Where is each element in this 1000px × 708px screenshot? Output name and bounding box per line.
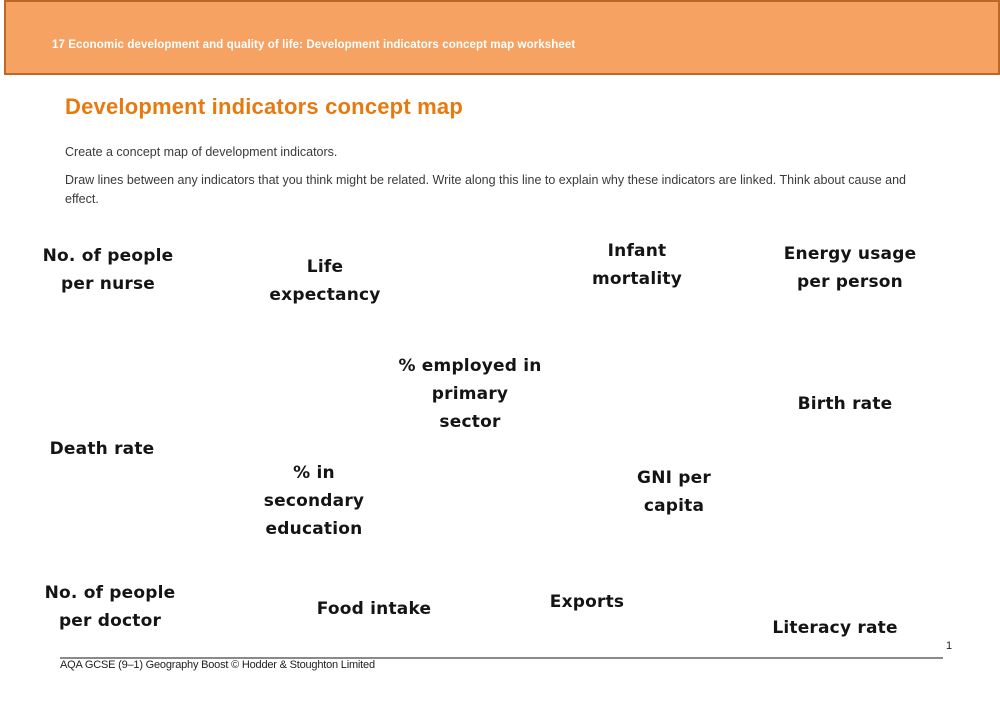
indicator-death-rate: Death rate [49,439,155,459]
footer-divider [60,657,943,659]
indicator-food-intake: Food intake [316,599,432,619]
indicator-life-expectancy: Life expectancy [269,257,381,305]
footer-copyright: AQA GCSE (9–1) Geography Boost © Hodder … [60,659,375,671]
indicator-pct-employed-primary-sector: % employed in primary sector [398,356,542,432]
page-number: 1 [946,640,953,652]
header-banner: 17 Economic development and quality of l… [4,0,1000,75]
instruction-line-2: Draw lines between any indicators that y… [65,173,906,206]
indicator-infant-mortality: Infant mortality [591,241,683,289]
indicator-energy-usage-per-person: Energy usage per person [783,244,917,292]
indicator-literacy-rate: Literacy rate [772,618,898,638]
page-title: Development indicators concept map [65,94,463,119]
indicator-exports: Exports [549,592,625,612]
indicator-no-of-people-per-nurse: No. of people per nurse [42,246,174,294]
indicator-gni-per-capita: GNI per capita [637,468,711,516]
header-title: 17 Economic development and quality of l… [52,39,576,51]
instruction-line-1: Create a concept map of development indi… [65,145,338,159]
indicator-pct-in-secondary-education: % in secondary education [263,463,365,539]
indicator-birth-rate: Birth rate [797,394,893,414]
indicator-no-of-people-per-doctor: No. of people per doctor [44,583,176,631]
